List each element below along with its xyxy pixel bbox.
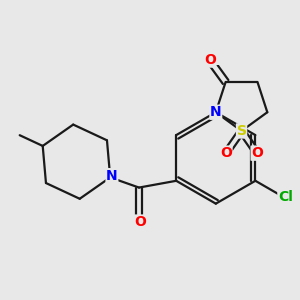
- Text: O: O: [135, 215, 147, 229]
- Text: N: N: [210, 105, 222, 119]
- Text: O: O: [220, 146, 232, 160]
- Text: Cl: Cl: [278, 190, 293, 204]
- Text: N: N: [106, 169, 118, 183]
- Text: O: O: [251, 146, 263, 160]
- Text: O: O: [204, 53, 216, 67]
- Text: S: S: [237, 124, 247, 138]
